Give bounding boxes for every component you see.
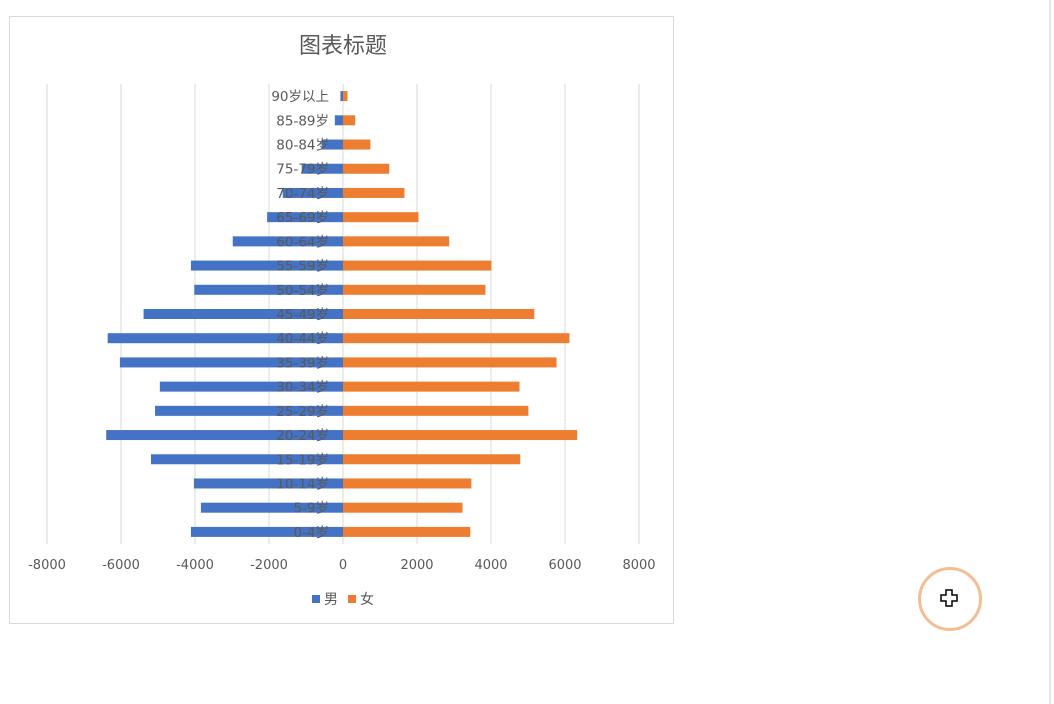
bar-male[interactable] bbox=[159, 381, 343, 392]
category-label: 85-89岁 bbox=[276, 113, 329, 129]
x-tick-label: -6000 bbox=[102, 558, 140, 573]
category-label: 45-49岁 bbox=[276, 307, 329, 323]
bar-female[interactable] bbox=[343, 357, 557, 368]
bar-female[interactable] bbox=[343, 526, 471, 537]
category-label: 25-29岁 bbox=[276, 404, 329, 420]
legend-label: 男 bbox=[324, 592, 338, 608]
x-tick-label: -2000 bbox=[250, 558, 288, 573]
chart-title[interactable]: 图表标题 bbox=[299, 34, 387, 59]
category-label: 40-44岁 bbox=[276, 331, 329, 347]
bar-female[interactable] bbox=[343, 502, 463, 513]
bar-female[interactable] bbox=[343, 309, 535, 319]
bar-male[interactable] bbox=[150, 454, 343, 465]
category-label: 15-19岁 bbox=[276, 452, 329, 468]
category-label: 10-14岁 bbox=[276, 476, 329, 492]
category-label: 55-59岁 bbox=[276, 259, 329, 275]
bar-female[interactable] bbox=[343, 236, 450, 247]
bar-male[interactable] bbox=[200, 502, 343, 513]
bar-male[interactable] bbox=[321, 139, 343, 150]
bar-male[interactable] bbox=[155, 405, 343, 416]
bar-male[interactable] bbox=[190, 526, 343, 537]
category-label: 70-74岁 bbox=[276, 186, 329, 202]
bar-male[interactable] bbox=[334, 115, 343, 126]
window-edge bbox=[1049, 0, 1051, 704]
bar-female[interactable] bbox=[343, 212, 419, 223]
category-label: 20-24岁 bbox=[276, 428, 329, 444]
category-label: 30-34岁 bbox=[276, 380, 329, 396]
bar-female[interactable] bbox=[343, 381, 520, 392]
move-cursor-icon bbox=[940, 589, 958, 607]
bar-female[interactable] bbox=[343, 284, 486, 295]
x-tick-label: 4000 bbox=[474, 558, 507, 573]
bar-female[interactable] bbox=[343, 430, 578, 441]
bar-female[interactable] bbox=[343, 405, 529, 416]
bar-female[interactable] bbox=[343, 187, 405, 198]
bar-male[interactable] bbox=[190, 260, 343, 271]
bar-female[interactable] bbox=[343, 478, 472, 489]
bar-male[interactable] bbox=[106, 430, 343, 441]
category-label: 80-84岁 bbox=[276, 138, 329, 154]
population-pyramid-chart: 图表标题 90岁以上 85-89岁 80-84岁 75-79岁 70-74岁 65-69岁… bbox=[28, 34, 655, 608]
category-label: 60-64岁 bbox=[276, 234, 329, 250]
category-label: 0-4岁 bbox=[293, 525, 329, 541]
category-label: 65-69岁 bbox=[276, 210, 329, 226]
bar-male[interactable] bbox=[340, 91, 343, 102]
bar-male[interactable] bbox=[282, 187, 343, 198]
chart-area[interactable]: 图表标题 90岁以上 85-89岁 80-84岁 75-79岁 70-74岁 65-69岁… bbox=[9, 16, 674, 624]
bar-female[interactable] bbox=[343, 139, 371, 150]
legend-label: 女 bbox=[360, 591, 374, 608]
category-label: 35-39岁 bbox=[276, 355, 329, 371]
x-tick-label: -4000 bbox=[176, 558, 214, 573]
legend-swatch bbox=[312, 595, 320, 603]
legend[interactable]: 男女 bbox=[312, 591, 374, 608]
bar-male[interactable] bbox=[143, 309, 343, 319]
bar-male[interactable] bbox=[107, 333, 344, 344]
bar-male[interactable] bbox=[119, 357, 343, 368]
category-label: 5-9岁 bbox=[293, 501, 329, 517]
x-tick-label: 6000 bbox=[548, 558, 581, 573]
x-tick-label: 0 bbox=[339, 558, 347, 573]
bar-female[interactable] bbox=[343, 163, 390, 174]
bar-male[interactable] bbox=[301, 163, 343, 174]
x-tick-label: -8000 bbox=[28, 558, 66, 573]
bar-female[interactable] bbox=[343, 454, 521, 465]
bar-male[interactable] bbox=[193, 478, 343, 489]
bar-female[interactable] bbox=[343, 115, 356, 126]
bar-male[interactable] bbox=[267, 212, 343, 223]
bar-female[interactable] bbox=[343, 91, 348, 102]
x-tick-label: 2000 bbox=[400, 558, 433, 573]
legend-swatch bbox=[348, 595, 356, 603]
bar-female[interactable] bbox=[343, 260, 492, 271]
bar-male[interactable] bbox=[194, 284, 343, 295]
bar-female[interactable] bbox=[343, 333, 570, 344]
bar-male[interactable] bbox=[232, 236, 343, 247]
click-indicator bbox=[918, 567, 982, 631]
category-label: 90岁以上 bbox=[271, 89, 329, 105]
category-label: 50-54岁 bbox=[276, 283, 329, 299]
x-tick-label: 8000 bbox=[622, 558, 655, 573]
category-label: 75-79岁 bbox=[276, 162, 329, 178]
